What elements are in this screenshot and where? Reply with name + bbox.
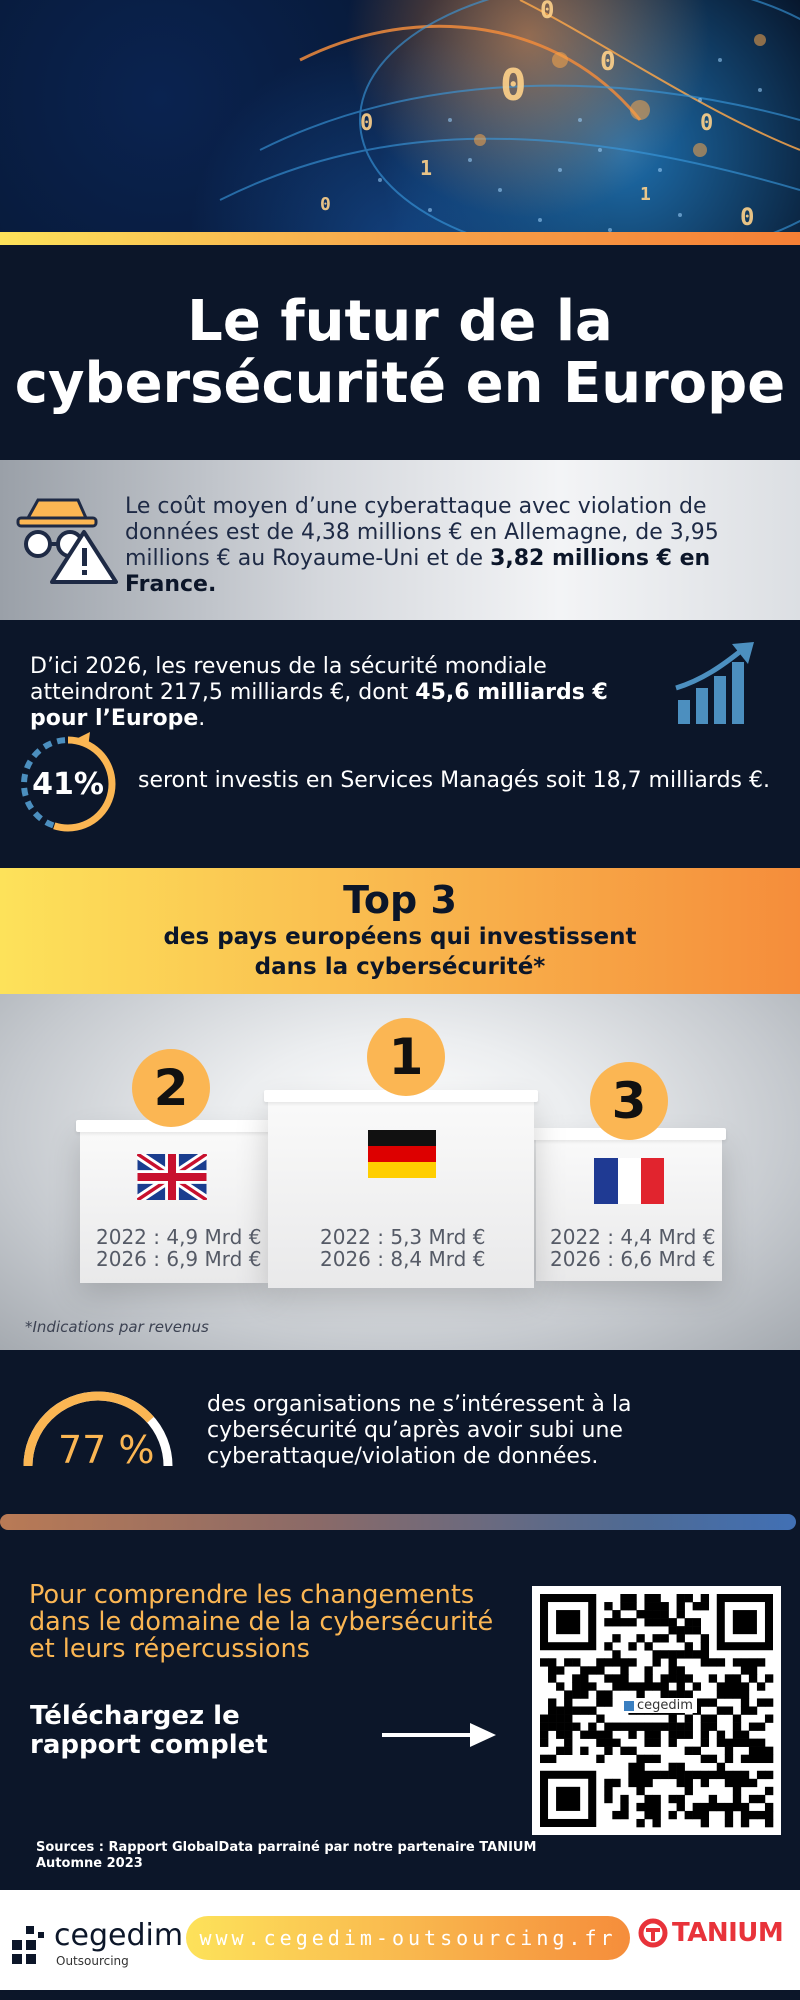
title-line-1: Le futur de la — [187, 288, 613, 354]
title-line-2: cybersécurité en Europe — [14, 350, 786, 416]
uk-stats: 2022 : 4,9 Mrd € 2026 : 6,9 Mrd € — [96, 1226, 261, 1270]
cegedim-logo-text: cegedim — [54, 1918, 184, 1953]
sources-line-2: Automne 2023 — [36, 1856, 143, 1871]
tanium-logo-icon — [638, 1918, 668, 1948]
bottom-bar — [0, 1990, 800, 2000]
rank-badge-1: 1 — [367, 1018, 445, 1096]
download-line-2: rapport complet — [30, 1730, 268, 1760]
cost-text: Le coût moyen d’une cyberattaque avec vi… — [125, 494, 785, 598]
download-label[interactable]: Téléchargez le rapport complet — [30, 1702, 268, 1760]
revenue-text-main: D’ici 2026, les revenus de la sécurité m… — [30, 654, 547, 705]
website-link[interactable]: www.cegedim-outsourcing.fr — [186, 1916, 630, 1960]
stat77-section: 77 % des organisations ne s’intéressent … — [0, 1350, 800, 1510]
svg-text:0: 0 — [600, 47, 616, 77]
revenue-section: D’ici 2026, les revenus de la sécurité m… — [0, 620, 800, 868]
managed-text: seront investis en Services Managés soit… — [138, 768, 770, 793]
svg-text:0: 0 — [740, 203, 754, 231]
top3-subtitle-line-2: dans la cybersécurité* — [254, 954, 546, 980]
revenue-text: D’ici 2026, les revenus de la sécurité m… — [30, 654, 660, 732]
download-line-1: Téléchargez le — [30, 1701, 240, 1731]
tanium-logo: TANIUM — [638, 1918, 784, 1948]
rank-badge-3: 3 — [590, 1062, 668, 1140]
podium-section: 2 1 3 2022 : 4,9 Mrd € 2026 : 6,9 Mrd € … — [0, 994, 800, 1350]
cta-text: Pour comprendre les changements dans le … — [29, 1580, 494, 1664]
stat77-text: des organisations ne s’intéressent à la … — [207, 1392, 632, 1469]
cegedim-logo-subtitle: Outsourcing — [56, 1954, 129, 1968]
sources-text: Sources : Rapport GlobalData parrainé pa… — [36, 1840, 536, 1872]
france-stat-2026: 2026 : 6,6 Mrd € — [550, 1247, 716, 1271]
revenue-text-bold: 45,6 milliards € pour l’Europe — [30, 680, 608, 731]
hero-globe-image: 0 0 0 0 1 0 0 0 1 — [219, 0, 800, 245]
top3-subtitle-line-1: des pays européens qui investissent — [163, 924, 637, 950]
qr-code[interactable]: cegedim — [532, 1586, 781, 1835]
svg-text:0: 0 — [500, 60, 527, 111]
france-stats: 2022 : 4,4 Mrd € 2026 : 6,6 Mrd € — [550, 1226, 715, 1270]
revenue-text-end: . — [198, 706, 206, 731]
qr-logo: cegedim — [620, 1698, 697, 1713]
cost-text-bold: 3,82 millions € en France. — [125, 546, 711, 597]
germany-stats: 2022 : 5,3 Mrd € 2026 : 8,4 Mrd € — [320, 1226, 485, 1270]
uk-flag — [137, 1154, 207, 1200]
managed-percent: 41% — [32, 766, 104, 802]
rank-badge-2: 2 — [132, 1049, 210, 1127]
uk-stat-2022: 2022 : 4,9 Mrd € — [96, 1225, 262, 1249]
hero-accent-stripe — [0, 232, 800, 245]
hero-banner: 0 0 0 0 1 0 0 0 1 — [0, 0, 800, 245]
cta-section: Pour comprendre les changements dans le … — [0, 1540, 800, 1890]
top3-subtitle: des pays européens qui investissent dans… — [0, 922, 800, 982]
top3-title: Top 3 — [343, 878, 457, 922]
spy-warning-icon — [16, 498, 118, 584]
tanium-logo-text: TANIUM — [672, 1918, 784, 1948]
title-section: Le futur de la cybersécurité en Europe — [0, 245, 800, 460]
stat77-percent: 77 % — [58, 1428, 155, 1472]
svg-text:0: 0 — [540, 0, 554, 24]
podium-block-1 — [264, 1090, 538, 1288]
podium-block-2 — [76, 1120, 274, 1283]
sources-line-1: Sources : Rapport GlobalData parrainé pa… — [36, 1840, 537, 1855]
qr-code-pattern — [540, 1594, 774, 1828]
svg-text:0: 0 — [700, 111, 713, 136]
svg-text:0: 0 — [320, 194, 331, 215]
germany-stat-2022: 2022 : 5,3 Mrd € — [320, 1225, 486, 1249]
gauge-77-icon — [23, 1391, 173, 1467]
managed-percent-ring — [20, 732, 116, 832]
germany-stat-2026: 2026 : 8,4 Mrd € — [320, 1247, 486, 1271]
arrow-right-icon — [382, 1723, 496, 1747]
germany-flag — [368, 1130, 436, 1178]
cost-section: Le coût moyen d’une cyberattaque avec vi… — [0, 460, 800, 620]
svg-text:0: 0 — [360, 111, 373, 136]
top3-banner: Top 3 des pays européens qui investissen… — [0, 868, 800, 994]
podium-footnote: *Indications par revenus — [25, 1318, 209, 1336]
cost-text-main: Le coût moyen d’une cyberattaque avec vi… — [125, 494, 719, 571]
footer: cegedim Outsourcing www.cegedim-outsourc… — [0, 1890, 800, 2000]
growth-chart-icon — [675, 642, 754, 724]
qr-logo-text: cegedim — [637, 1698, 693, 1713]
france-flag — [594, 1158, 664, 1204]
svg-text:1: 1 — [420, 156, 432, 180]
svg-text:1: 1 — [640, 184, 651, 205]
france-stat-2022: 2022 : 4,4 Mrd € — [550, 1225, 716, 1249]
section-divider — [0, 1514, 796, 1530]
cegedim-logo-icon — [12, 1926, 44, 1964]
uk-stat-2026: 2026 : 6,9 Mrd € — [96, 1247, 262, 1271]
page-title: Le futur de la cybersécurité en Europe — [14, 288, 786, 416]
